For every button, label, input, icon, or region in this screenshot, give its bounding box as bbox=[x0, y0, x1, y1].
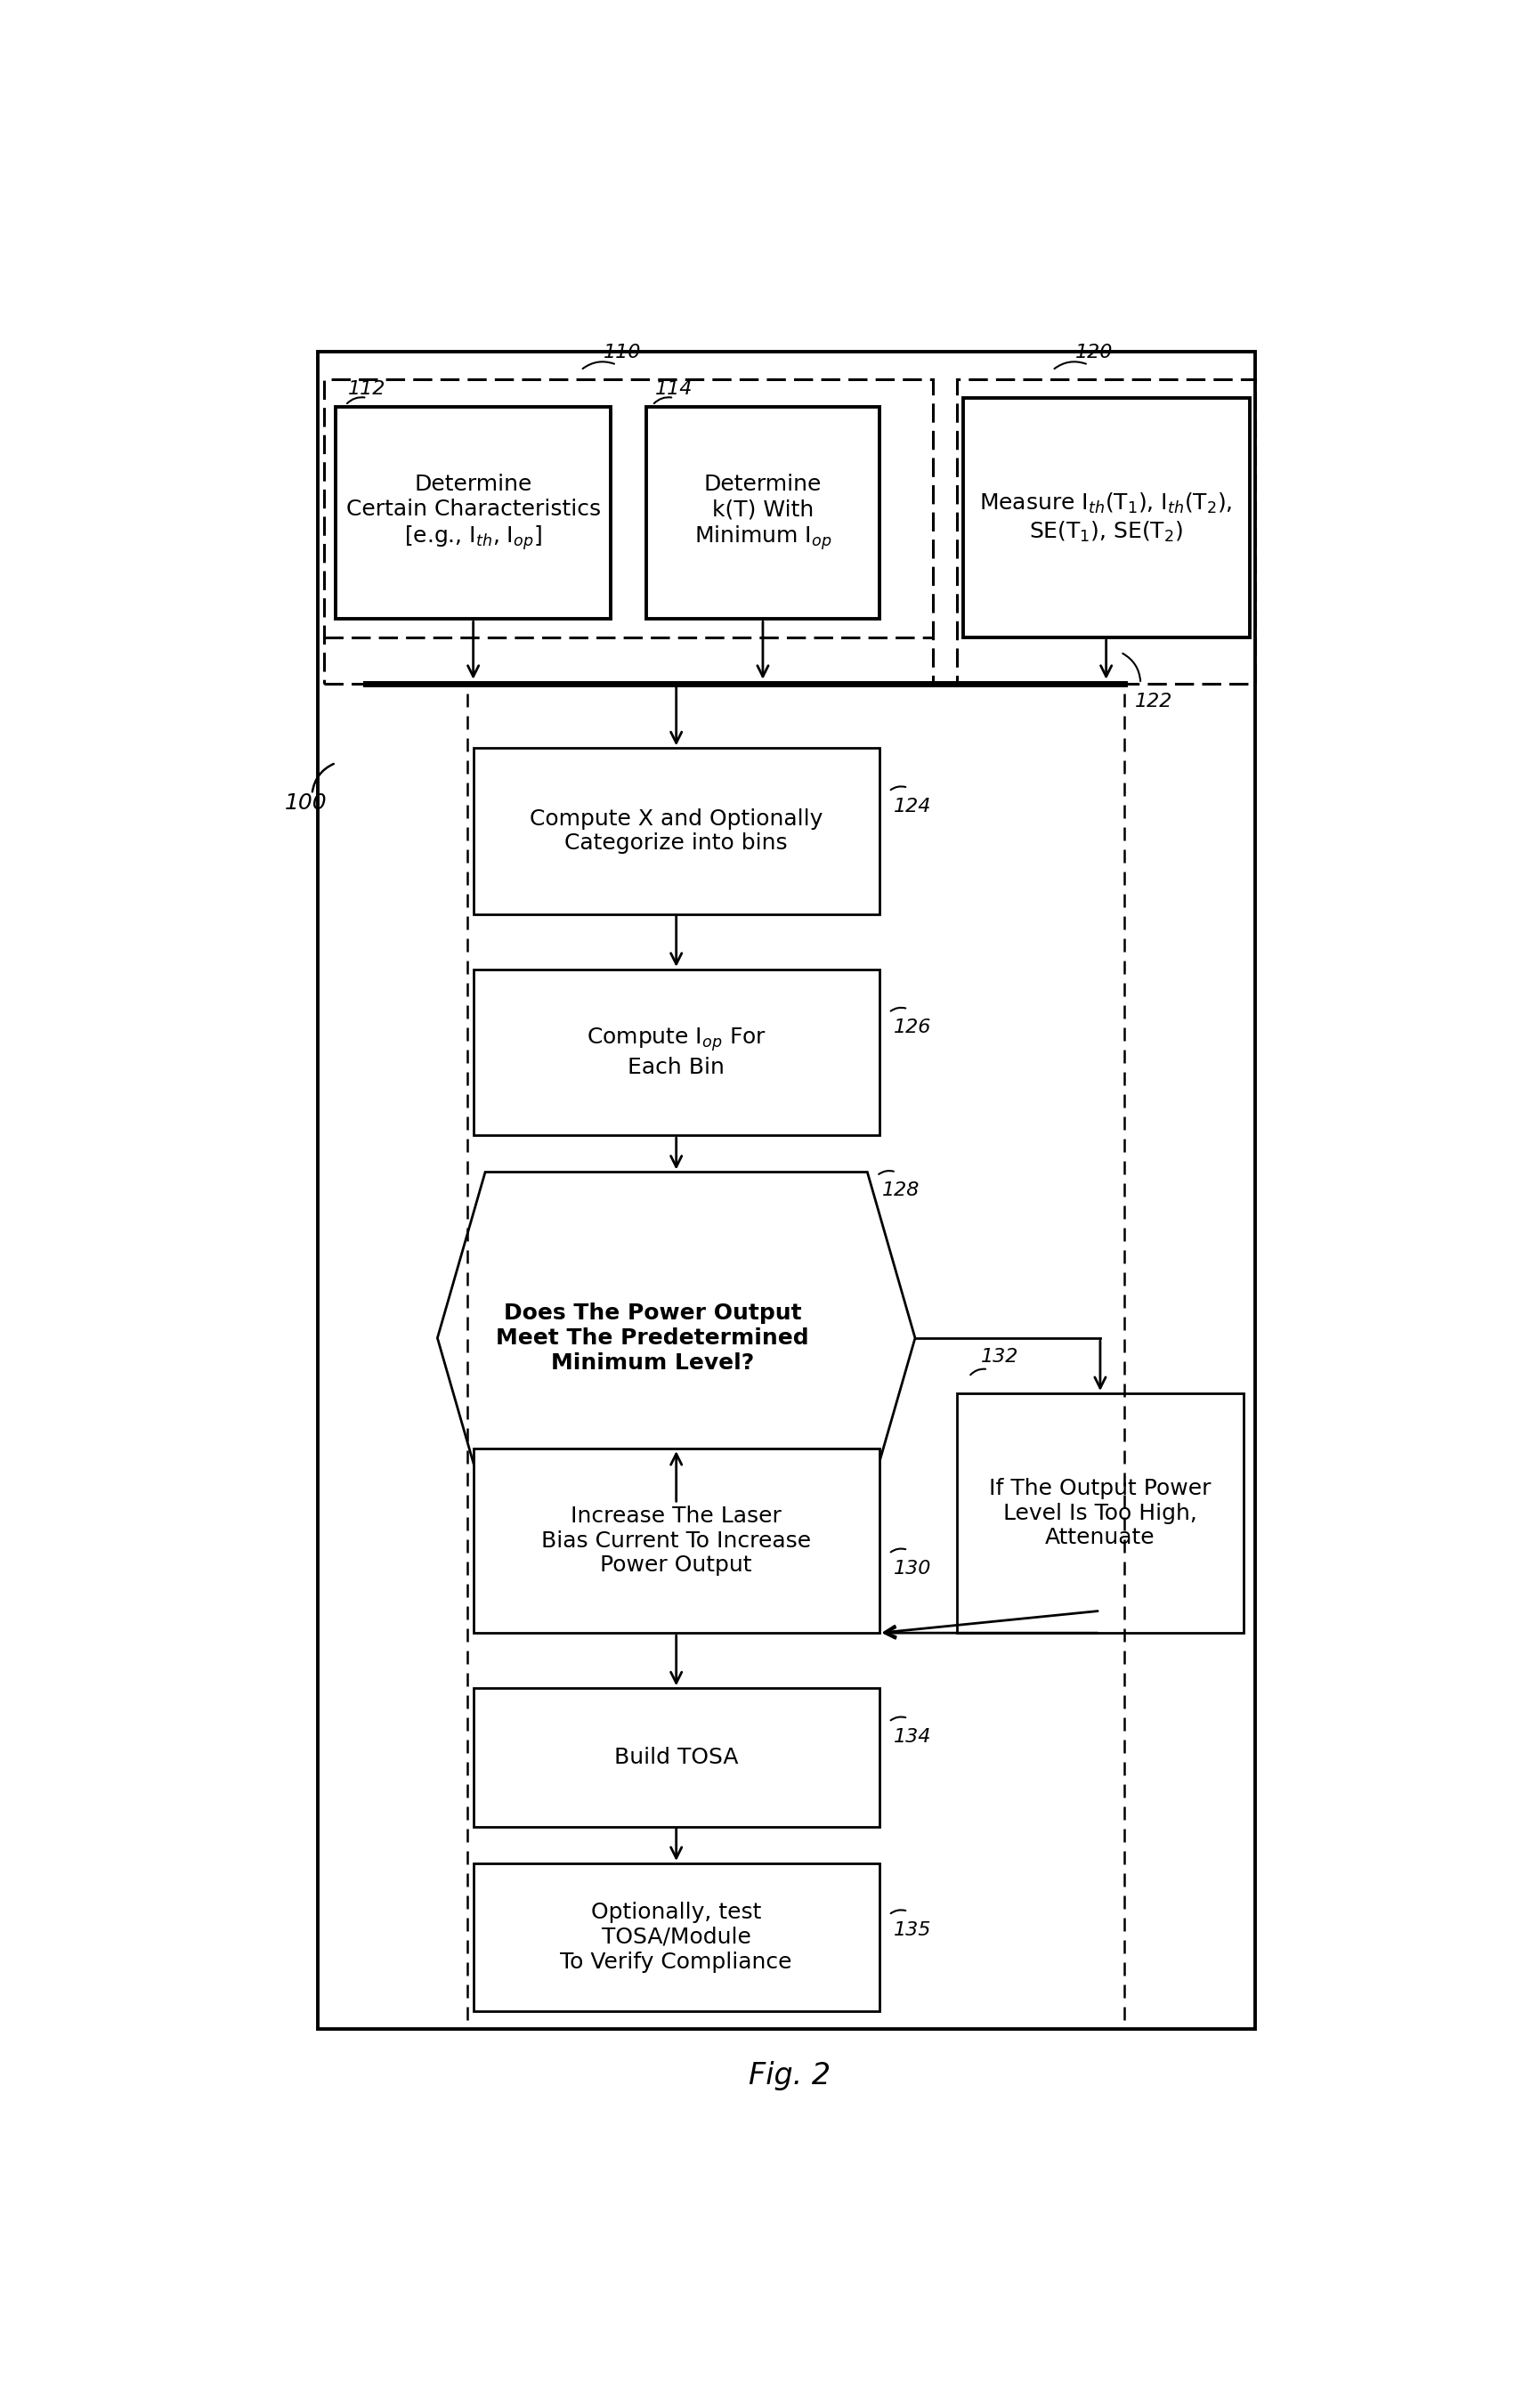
Text: 128: 128 bbox=[881, 1183, 919, 1199]
Text: 120: 120 bbox=[1075, 342, 1112, 361]
Text: 122: 122 bbox=[1133, 692, 1172, 711]
Text: 132: 132 bbox=[979, 1348, 1018, 1365]
Bar bbox=[956, 1393, 1243, 1633]
Text: Increase The Laser
Bias Current To Increase
Power Output: Increase The Laser Bias Current To Incre… bbox=[541, 1506, 810, 1575]
Text: Measure I$_{th}$(T$_1$), I$_{th}$(T$_2$),
SE(T$_1$), SE(T$_2$): Measure I$_{th}$(T$_1$), I$_{th}$(T$_2$)… bbox=[979, 491, 1232, 543]
Text: 130: 130 bbox=[893, 1558, 930, 1578]
Text: Determine
k(T) With
Minimum I$_{op}$: Determine k(T) With Minimum I$_{op}$ bbox=[693, 474, 832, 553]
Text: Determine
Certain Characteristics
[e.g., I$_{th}$, I$_{op}$]: Determine Certain Characteristics [e.g.,… bbox=[345, 474, 601, 553]
Bar bbox=[317, 352, 1255, 2030]
Bar bbox=[473, 1448, 879, 1633]
Text: Fig. 2: Fig. 2 bbox=[748, 2061, 830, 2090]
Text: 110: 110 bbox=[604, 342, 641, 361]
Bar bbox=[956, 378, 1255, 685]
Text: 126: 126 bbox=[893, 1017, 930, 1037]
Bar bbox=[647, 407, 879, 620]
Bar bbox=[473, 1863, 879, 2011]
Polygon shape bbox=[437, 1173, 915, 1503]
Text: Build TOSA: Build TOSA bbox=[614, 1748, 738, 1769]
Bar bbox=[962, 397, 1249, 637]
Text: Does The Power Output
Meet The Predetermined
Minimum Level?: Does The Power Output Meet The Predeterm… bbox=[496, 1302, 808, 1374]
Text: 135: 135 bbox=[893, 1920, 930, 1939]
Bar bbox=[473, 1688, 879, 1827]
Text: Compute X and Optionally
Categorize into bins: Compute X and Optionally Categorize into… bbox=[530, 809, 822, 855]
Bar bbox=[336, 407, 610, 620]
Text: If The Output Power
Level Is Too High,
Attenuate: If The Output Power Level Is Too High, A… bbox=[989, 1477, 1210, 1549]
Text: 112: 112 bbox=[348, 381, 385, 397]
Text: Optionally, test
TOSA/Module
To Verify Compliance: Optionally, test TOSA/Module To Verify C… bbox=[561, 1901, 792, 1973]
Text: 134: 134 bbox=[893, 1728, 930, 1745]
Text: 100: 100 bbox=[285, 792, 326, 814]
Bar bbox=[323, 378, 933, 685]
Text: 124: 124 bbox=[893, 797, 930, 814]
Bar bbox=[473, 970, 879, 1135]
Text: Compute I$_{op}$ For
Each Bin: Compute I$_{op}$ For Each Bin bbox=[587, 1027, 765, 1077]
Bar bbox=[473, 747, 879, 915]
Text: 114: 114 bbox=[654, 381, 691, 397]
